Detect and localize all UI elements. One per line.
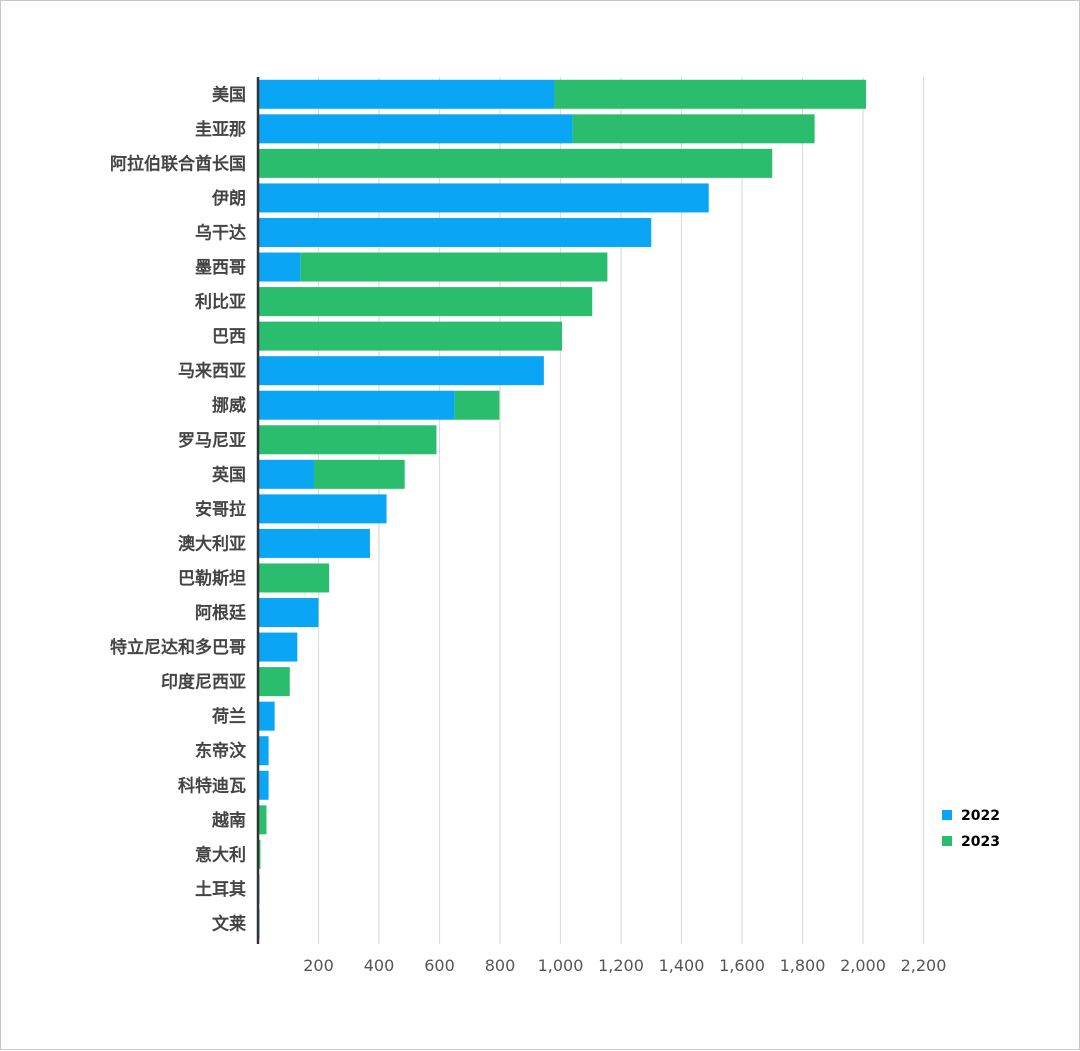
bar-2023 (554, 79, 867, 109)
bar-2022 (258, 770, 269, 800)
bar-2023 (313, 459, 405, 489)
x-tick-label: 800 (485, 956, 516, 975)
category-label: 意大利 (195, 844, 246, 865)
bar-2022 (258, 701, 275, 731)
category-label: 马来西亚 (178, 361, 246, 382)
bar-2023 (258, 805, 267, 835)
category-label: 文莱 (212, 913, 246, 934)
category-label: 土耳其 (195, 879, 246, 900)
legend-label-2022: 2022 (961, 808, 1000, 824)
bar-2023 (258, 287, 593, 317)
category-label: 特立尼达和多巴哥 (110, 637, 246, 658)
bar-2022 (258, 356, 544, 386)
x-tick-label: 1,400 (659, 956, 705, 975)
category-label: 巴西 (212, 327, 246, 347)
category-label: 乌干达 (195, 222, 246, 243)
category-label: 挪威 (212, 395, 246, 416)
bar-2022 (258, 390, 455, 420)
category-label: 印度尼西亚 (161, 672, 246, 693)
x-tick-label: 600 (424, 956, 455, 975)
bar-2022 (258, 114, 573, 144)
category-label: 越南 (211, 810, 246, 831)
x-tick-label: 2,000 (840, 956, 886, 975)
bar-2022 (258, 459, 314, 489)
x-tick-label: 1,000 (538, 956, 584, 975)
category-label: 澳大利亚 (178, 533, 246, 554)
category-label: 圭亚那 (195, 119, 246, 140)
bar-2023 (572, 114, 815, 144)
bar-2023 (258, 321, 563, 351)
bar-2022 (258, 528, 370, 558)
category-label: 伊朗 (211, 188, 246, 209)
category-label: 东帝汶 (195, 741, 247, 762)
category-label: 罗马尼亚 (178, 431, 246, 451)
legend-label-2023: 2023 (961, 834, 1000, 850)
category-label: 安哥拉 (195, 499, 246, 520)
bar-2022 (258, 217, 652, 247)
category-label: 墨西哥 (195, 258, 246, 278)
legend-swatch-2023 (942, 836, 952, 846)
bar-2022 (258, 598, 319, 628)
category-label: 巴勒斯坦 (178, 568, 246, 589)
category-label: 科特迪瓦 (178, 775, 246, 796)
bar-2023 (454, 390, 500, 420)
category-label: 阿拉伯联合酋长国 (110, 153, 246, 174)
bar-2022 (258, 79, 555, 109)
bar-2023 (258, 563, 330, 593)
x-tick-label: 200 (303, 956, 334, 975)
bar-2022 (258, 183, 709, 213)
bar-2022 (258, 494, 387, 524)
category-label: 美国 (212, 84, 246, 105)
x-tick-label: 400 (364, 956, 395, 975)
x-tick-label: 1,800 (780, 956, 826, 975)
bar-2022 (258, 736, 269, 766)
bar-2023 (258, 148, 773, 178)
legend-swatch-2022 (942, 810, 952, 820)
bar-2023 (258, 667, 290, 697)
category-label: 阿根廷 (195, 603, 247, 624)
bar-2022 (258, 632, 298, 662)
x-tick-label: 1,600 (719, 956, 765, 975)
category-label: 利比亚 (195, 292, 246, 313)
bar-2022 (258, 252, 301, 282)
x-tick-label: 2,200 (901, 956, 947, 975)
bar-2023 (300, 252, 608, 282)
category-label: 荷兰 (212, 706, 246, 727)
category-label: 英国 (212, 464, 246, 485)
bar-2023 (258, 425, 437, 455)
x-tick-label: 1,200 (598, 956, 644, 975)
